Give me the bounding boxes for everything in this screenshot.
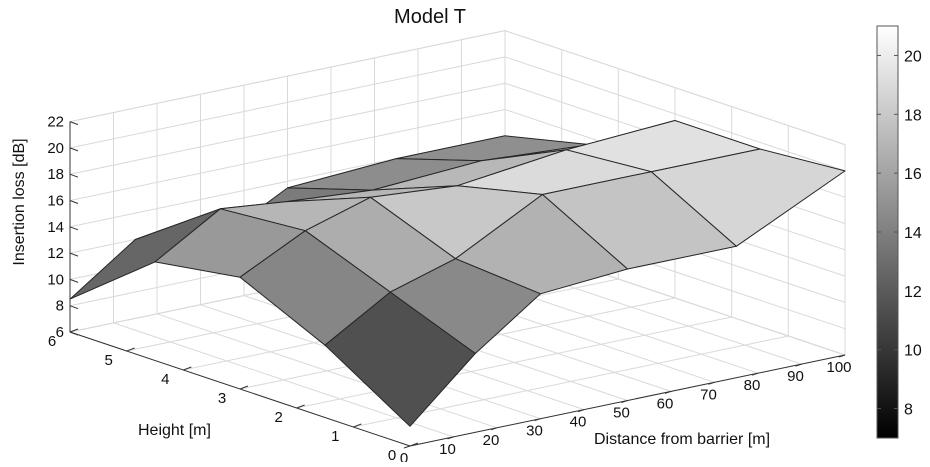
- y-tick-mark: [409, 442, 419, 447]
- y-tick-mark: [183, 366, 192, 371]
- z-tick-label: 20: [47, 140, 64, 157]
- z-axis-label: Insertion loss [dB]: [11, 138, 28, 266]
- x-tick-label: 90: [787, 368, 804, 385]
- x-tick-label: 100: [826, 359, 851, 376]
- x-tick-label: 40: [570, 414, 587, 431]
- x-tick-label: 80: [744, 377, 761, 394]
- x-tick-label: 60: [657, 395, 674, 412]
- x-tick-label: 10: [439, 441, 456, 458]
- x-tick-mark: [664, 390, 672, 394]
- surface-patch: [324, 291, 476, 427]
- y-tick-label: 0: [388, 447, 396, 462]
- x-tick-mark: [403, 445, 411, 449]
- side-grid-z: [504, 56, 846, 172]
- back-grid-z: [69, 30, 506, 123]
- y-tick-label: 2: [274, 409, 282, 426]
- y-tick-label: 3: [218, 390, 226, 407]
- z-tick-mark: [69, 173, 79, 178]
- x-axis-label: Distance from barrier [m]: [594, 431, 771, 448]
- y-tick-mark: [126, 347, 135, 352]
- z-tick-label: 10: [47, 271, 64, 288]
- x-tick-label: 50: [613, 405, 630, 422]
- y-tick-label: 5: [104, 352, 112, 369]
- x-tick-mark: [795, 363, 802, 367]
- x-tick-mark: [708, 381, 715, 385]
- z-tick-label: 16: [47, 193, 64, 210]
- colorbar-tick-label: 12: [904, 284, 922, 301]
- z-tick-mark: [69, 226, 79, 231]
- z-tick-label: 8: [56, 298, 64, 315]
- z-tick-label: 22: [47, 114, 64, 131]
- floor-grid-y: [296, 316, 732, 409]
- surface-mesh: [69, 120, 846, 427]
- x-tick-label: 20: [483, 432, 500, 449]
- colorbar: 8 10 12 14 16 18 20: [876, 25, 922, 439]
- y-axis-label: Height [m]: [138, 422, 211, 439]
- x-tick-mark: [534, 418, 541, 422]
- z-tick-label: 14: [47, 219, 64, 236]
- x-tick-label: 30: [526, 423, 543, 440]
- colorbar-tick-label: 18: [904, 107, 922, 124]
- z-tick-mark: [69, 200, 79, 204]
- y-tick-mark: [69, 328, 79, 333]
- z-tick-mark: [69, 278, 79, 283]
- z-tick-label: 18: [47, 166, 64, 183]
- x-tick-mark: [621, 400, 628, 403]
- z-tick-mark: [69, 331, 79, 336]
- y-tick-mark: [296, 404, 305, 409]
- colorbar-tick-label: 8: [904, 402, 913, 419]
- y-tick-mark: [353, 423, 362, 428]
- z-tick-mark: [69, 305, 79, 310]
- z-tick-mark: [69, 252, 79, 257]
- floor-grid-y: [353, 335, 789, 428]
- x-tick-label: 0: [400, 450, 408, 462]
- colorbar-tick-label: 14: [904, 225, 922, 242]
- x-tick-label: 70: [700, 386, 717, 403]
- x-tick-mark: [838, 354, 846, 358]
- back-grid-z: [69, 109, 506, 201]
- x-tick-mark: [751, 372, 759, 376]
- z-tick-mark: [69, 147, 79, 152]
- y-tick-mark: [239, 385, 249, 390]
- back-grid-z: [69, 56, 506, 149]
- colorbar-tick-label: 10: [904, 343, 922, 360]
- z-tick-label: 6: [56, 324, 64, 341]
- x-tick-mark: [447, 436, 454, 440]
- y-tick-label: 6: [48, 333, 56, 350]
- y-tick-label: 4: [161, 371, 169, 388]
- z-tick-label: 12: [47, 245, 64, 262]
- back-grid-z: [69, 82, 506, 175]
- colorbar-tick-label: 20: [904, 48, 922, 65]
- colorbar-tick-label: 16: [904, 166, 922, 183]
- x-tick-mark: [490, 427, 498, 431]
- chart-title: Model T: [394, 6, 466, 28]
- side-grid-z: [504, 30, 846, 146]
- tick-labels: 0102030405060708090100012345668101214161…: [47, 114, 851, 467]
- y-tick-label: 1: [331, 428, 339, 445]
- x-tick-mark: [577, 409, 585, 413]
- z-tick-mark: [69, 121, 79, 126]
